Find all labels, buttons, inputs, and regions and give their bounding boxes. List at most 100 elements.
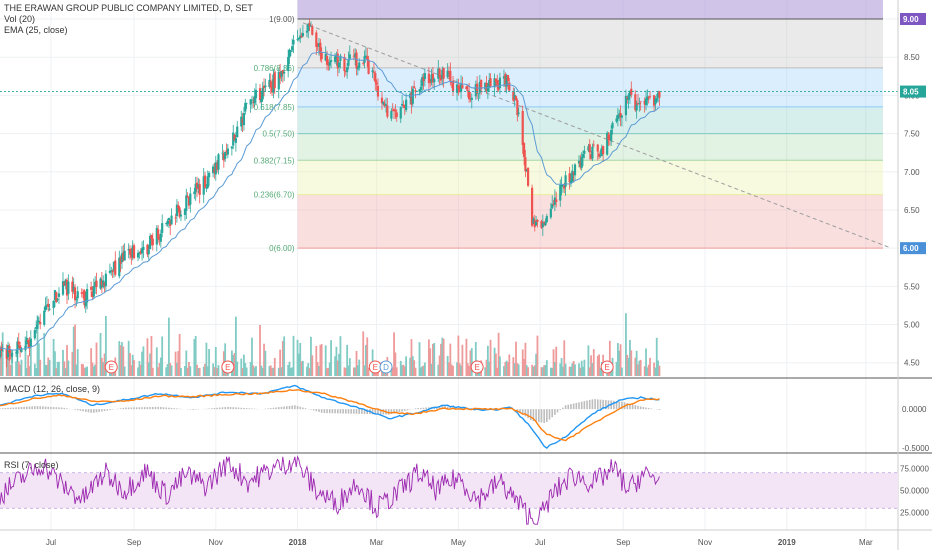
chart-legend: THE ERAWAN GROUP PUBLIC COMPANY LIMITED,…: [4, 3, 253, 36]
candle-body: [461, 85, 463, 88]
macd-histogram-bar: [594, 399, 596, 409]
macd-histogram-bar: [168, 408, 170, 409]
macd-histogram-bar: [573, 403, 575, 409]
candle-body: [124, 251, 126, 261]
candle-body: [90, 287, 92, 290]
candle-body: [597, 145, 599, 152]
candle-body: [611, 123, 613, 128]
candle-body: [405, 100, 407, 110]
candle-body: [283, 72, 285, 74]
candle-body: [358, 63, 360, 68]
macd-histogram-bar: [64, 408, 66, 409]
volume-bar: [152, 368, 154, 376]
macd-histogram-bar: [139, 407, 141, 409]
macd-histogram-bar: [31, 406, 33, 409]
rsi-legend[interactable]: RSI (7, close): [4, 460, 59, 471]
volume-bar: [349, 358, 351, 376]
candle-body: [385, 104, 387, 106]
price-tick-label: 7.00: [904, 168, 920, 177]
price-tick-label: 4.50: [904, 359, 920, 368]
earnings-marker: D: [380, 361, 392, 373]
macd-histogram-bar: [273, 408, 275, 409]
candle-body: [507, 75, 509, 81]
candle-body: [656, 98, 658, 101]
candle-body: [315, 33, 317, 47]
macd-histogram-bar: [125, 408, 127, 410]
macd-histogram-bar: [329, 409, 331, 413]
macd-histogram-bar: [557, 409, 559, 412]
candle-body: [309, 23, 311, 26]
volume-legend[interactable]: Vol (20): [4, 14, 253, 25]
candle-body: [77, 291, 79, 298]
macd-histogram-bar: [326, 409, 328, 413]
macd-histogram-bar: [248, 408, 250, 409]
macd-histogram-bar: [423, 408, 425, 409]
macd-histogram-bar: [551, 409, 553, 417]
macd-histogram-bar: [39, 406, 41, 409]
macd-histogram-bar: [278, 407, 280, 409]
candle-body: [187, 196, 189, 197]
macd-histogram-bar: [324, 409, 326, 413]
candle-body: [468, 92, 470, 100]
candle-body: [174, 218, 176, 219]
candle-body: [221, 153, 223, 154]
macd-histogram-bar: [251, 409, 253, 410]
candle-body: [374, 73, 376, 82]
macd-histogram-bar: [230, 407, 232, 409]
candle-body: [330, 60, 332, 62]
candle-body: [39, 322, 41, 324]
volume-bar: [264, 351, 266, 376]
candle-body: [376, 82, 378, 84]
candle-body: [329, 62, 331, 66]
earnings-marker: E: [369, 361, 381, 373]
candle-body: [640, 101, 642, 102]
macd-histogram-bar: [149, 407, 151, 409]
price-tick-label: 7.50: [904, 130, 920, 139]
volume-bar: [555, 347, 557, 376]
macd-histogram-bar: [61, 408, 63, 410]
ema-legend[interactable]: EMA (25, close): [4, 25, 253, 36]
fib-band: [298, 160, 883, 194]
macd-histogram-bar: [337, 409, 339, 413]
symbol-title[interactable]: THE ERAWAN GROUP PUBLIC COMPANY LIMITED,…: [4, 3, 253, 14]
macd-histogram-bar: [313, 409, 315, 410]
macd-histogram-bar: [104, 409, 106, 411]
macd-histogram-bar: [47, 407, 49, 409]
macd-histogram-bar: [88, 409, 90, 412]
candle-body: [658, 91, 660, 97]
macd-histogram-bar: [613, 401, 615, 409]
candle-body: [420, 87, 422, 90]
macd-histogram-bar: [356, 409, 358, 414]
fib-level-label: 0.5(7.50): [263, 130, 295, 139]
macd-histogram-bar: [581, 402, 583, 409]
macd-histogram-bar: [648, 408, 650, 409]
macd-histogram-bar: [543, 409, 545, 423]
candle-body: [74, 287, 76, 300]
macd-histogram-bar: [417, 408, 419, 409]
macd-histogram-bar: [235, 407, 237, 409]
macd-histogram-bar: [45, 407, 47, 410]
macd-histogram-bar: [348, 409, 350, 413]
macd-histogram-bar: [659, 409, 661, 410]
candle-body: [413, 86, 415, 88]
macd-histogram-bar: [58, 407, 60, 409]
volume-bar: [424, 363, 426, 376]
candle-body: [326, 56, 328, 65]
volume-bar: [405, 356, 407, 376]
macd-histogram-bar: [530, 409, 532, 420]
macd-histogram-bar: [565, 405, 567, 409]
macd-histogram-bar: [55, 407, 57, 409]
macd-legend[interactable]: MACD (12, 26, close, 9): [4, 384, 100, 395]
candle-body: [150, 235, 152, 239]
candle-body: [95, 281, 97, 287]
macd-histogram-bar: [77, 409, 79, 410]
macd-histogram-bar: [559, 409, 561, 410]
earnings-marker: E: [105, 361, 117, 373]
candle-body: [291, 46, 293, 50]
candle-body: [433, 79, 435, 82]
volume-bar: [659, 366, 661, 376]
current-price-badge: 8.05: [903, 88, 919, 97]
macd-histogram-bar: [144, 407, 146, 409]
candle-body: [593, 145, 595, 146]
